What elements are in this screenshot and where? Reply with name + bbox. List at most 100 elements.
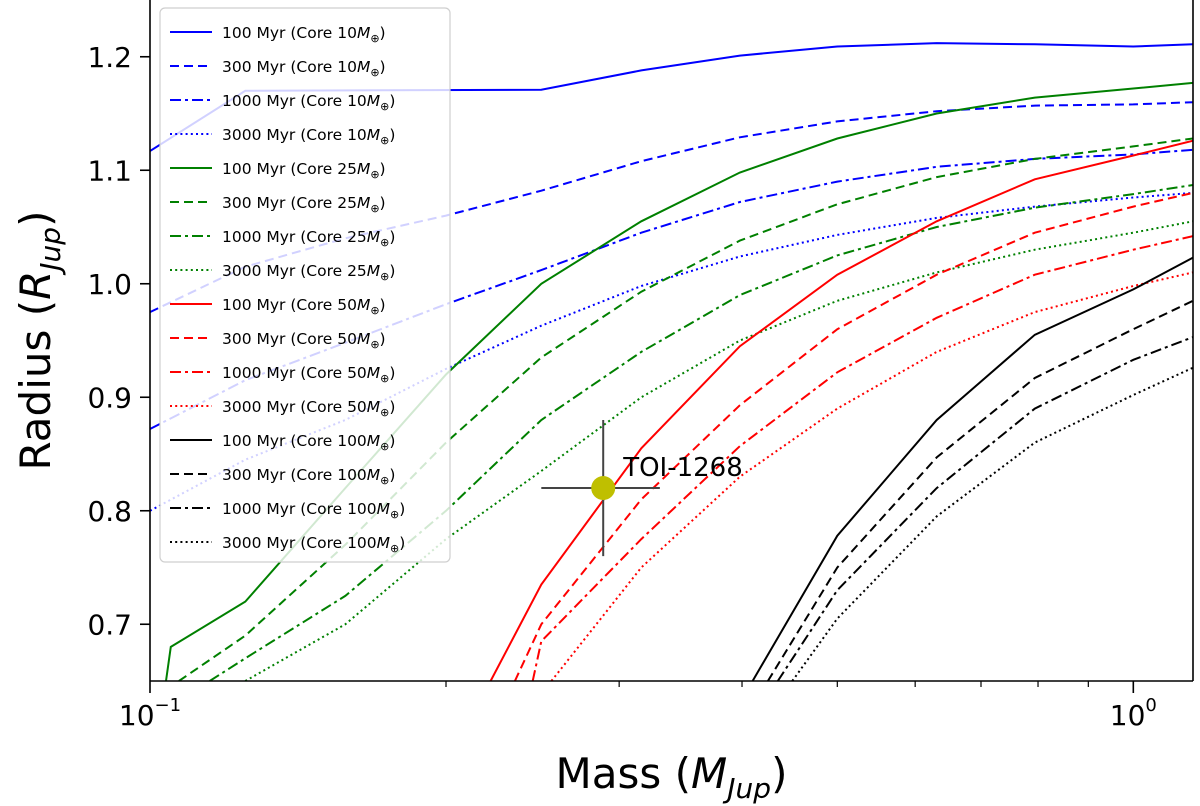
legend-label-earth: ⊕ xyxy=(380,134,389,147)
legend-label-earth: ⊕ xyxy=(380,236,389,249)
x-tick-exp: −1 xyxy=(155,695,182,716)
legend: 100 Myr (Core 10M⊕)300 Myr (Core 10M⊕)10… xyxy=(159,7,451,563)
legend-label-7: 3000 Myr (Core 25M⊕) xyxy=(222,262,395,283)
legend-label-text: 1000 Myr (Core 50 xyxy=(222,364,367,382)
y-axis-title-var: R xyxy=(11,271,60,300)
y-tick-label: 0.9 xyxy=(87,381,132,414)
series-line-4 xyxy=(164,81,1193,681)
x-tick-label: 10−1 xyxy=(119,695,181,732)
legend-label-text: 100 Myr (Core 25 xyxy=(222,160,357,178)
legend-label-earth: ⊕ xyxy=(380,474,389,487)
y-axis-title-text: Radius ( xyxy=(11,300,60,471)
legend-label-4: 100 Myr (Core 25M⊕) xyxy=(222,160,386,181)
legend-label-close: ) xyxy=(389,262,395,280)
legend-label-3: 3000 Myr (Core 10M⊕) xyxy=(222,126,395,147)
legend-label-earth: ⊕ xyxy=(370,304,379,317)
legend-label-text: 100 Myr (Core 10 xyxy=(222,24,357,42)
legend-label-close: ) xyxy=(380,330,386,348)
legend-label-text: 300 Myr (Core 10 xyxy=(222,58,357,76)
legend-label-6: 1000 Myr (Core 25M⊕) xyxy=(222,228,395,249)
legend-label-m: M xyxy=(367,228,380,246)
x-tick-exp: 0 xyxy=(1145,695,1156,716)
legend-label-close: ) xyxy=(389,432,395,450)
x-tick-base: 10 xyxy=(1110,699,1146,732)
series-line-11 xyxy=(550,271,1193,681)
legend-label-m: M xyxy=(357,194,370,212)
legend-label-5: 300 Myr (Core 25M⊕) xyxy=(222,194,386,215)
axis-titles: Mass (MJup)Radius (RJup) xyxy=(11,211,787,805)
series-line-2 xyxy=(150,148,1193,430)
x-axis-title-sub: Jup xyxy=(722,772,771,805)
legend-label-m: M xyxy=(367,398,380,416)
legend-label-close: ) xyxy=(380,296,386,314)
legend-label-earth: ⊕ xyxy=(370,202,379,215)
legend-label-close: ) xyxy=(389,466,395,484)
legend-label-close: ) xyxy=(389,92,395,110)
legend-label-close: ) xyxy=(380,58,386,76)
legend-label-text: 300 Myr (Core 50 xyxy=(222,330,357,348)
legend-label-m: M xyxy=(357,330,370,348)
series-line-6 xyxy=(209,184,1193,681)
series-line-5 xyxy=(178,137,1193,681)
y-axis-title-sub: Jup xyxy=(34,227,67,276)
legend-label-m: M xyxy=(357,296,370,314)
y-tick-label: 0.8 xyxy=(87,495,132,528)
legend-label-m: M xyxy=(377,500,390,518)
legend-label-earth: ⊕ xyxy=(380,100,389,113)
legend-label-close: ) xyxy=(380,160,386,178)
legend-label-text: 3000 Myr (Core 50 xyxy=(222,398,367,416)
legend-box xyxy=(159,7,451,563)
x-tick-base: 10 xyxy=(119,699,155,732)
series-line-7 xyxy=(244,220,1193,681)
y-axis-title-close: ) xyxy=(11,211,60,227)
legend-label-text: 3000 Myr (Core 25 xyxy=(222,262,367,280)
legend-label-close: ) xyxy=(380,194,386,212)
legend-label-earth: ⊕ xyxy=(370,66,379,79)
legend-label-text: 1000 Myr (Core 100 xyxy=(222,500,377,518)
legend-label-m: M xyxy=(357,160,370,178)
legend-label-10: 1000 Myr (Core 50M⊕) xyxy=(222,364,395,385)
legend-label-m: M xyxy=(357,24,370,42)
legend-label-0: 100 Myr (Core 10M⊕) xyxy=(222,24,386,45)
tick-layer: 0.70.80.91.01.11.210−1 100 xyxy=(87,41,1156,732)
legend-label-m: M xyxy=(367,262,380,280)
legend-label-text: 1000 Myr (Core 10 xyxy=(222,92,367,110)
legend-label-13: 300 Myr (Core 100M⊕) xyxy=(222,466,395,487)
point-marker xyxy=(591,476,616,501)
x-axis-title-var: M xyxy=(691,749,727,798)
legend-label-m: M xyxy=(367,466,380,484)
legend-label-m: M xyxy=(367,92,380,110)
legend-label-close: ) xyxy=(389,364,395,382)
y-tick-label: 1.0 xyxy=(87,268,132,301)
legend-label-text: 100 Myr (Core 100 xyxy=(222,432,367,450)
legend-label-11: 3000 Myr (Core 50M⊕) xyxy=(222,398,395,419)
legend-label-earth: ⊕ xyxy=(380,440,389,453)
point-label: TOI-1268 xyxy=(622,453,743,483)
series-line-13 xyxy=(767,299,1193,681)
x-axis-title-text: Mass ( xyxy=(556,749,691,798)
legend-label-m: M xyxy=(367,432,380,450)
legend-label-earth: ⊕ xyxy=(390,508,399,521)
legend-label-text: 1000 Myr (Core 25 xyxy=(222,228,367,246)
series-line-10 xyxy=(531,235,1193,681)
legend-label-close: ) xyxy=(399,534,405,552)
y-axis-title: Radius (RJup) xyxy=(11,211,67,471)
x-tick-label: 100 xyxy=(1110,695,1157,732)
point-layer: TOI-1268 xyxy=(541,419,743,557)
legend-label-15: 3000 Myr (Core 100M⊕) xyxy=(222,534,405,555)
series-line-14 xyxy=(776,336,1193,681)
y-tick-label: 1.1 xyxy=(87,154,132,187)
series-line-1 xyxy=(150,101,1193,314)
legend-label-text: 3000 Myr (Core 100 xyxy=(222,534,377,552)
legend-label-earth: ⊕ xyxy=(390,542,399,555)
legend-label-12: 100 Myr (Core 100M⊕) xyxy=(222,432,395,453)
legend-label-m: M xyxy=(367,364,380,382)
x-axis-title: Mass (MJup) xyxy=(556,749,788,805)
legend-label-m: M xyxy=(377,534,390,552)
legend-label-text: 3000 Myr (Core 10 xyxy=(222,126,367,144)
legend-label-earth: ⊕ xyxy=(380,270,389,283)
series-line-12 xyxy=(751,256,1193,681)
legend-label-earth: ⊕ xyxy=(370,32,379,45)
legend-label-close: ) xyxy=(389,398,395,416)
legend-label-14: 1000 Myr (Core 100M⊕) xyxy=(222,500,405,521)
